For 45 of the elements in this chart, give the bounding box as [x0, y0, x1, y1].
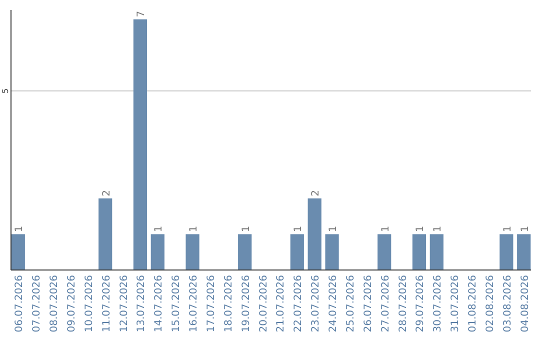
data-label: 1: [293, 226, 304, 232]
x-tick-label: 17.07.2026: [206, 275, 217, 332]
data-label: 1: [188, 226, 200, 232]
x-tick-label: 04.08.2026: [520, 275, 531, 332]
x-tick-label: 08.07.2026: [49, 275, 60, 332]
x-tick-label: 23.07.2026: [310, 275, 322, 332]
x-tick-label: 19.07.2026: [240, 275, 252, 332]
data-label: 1: [14, 226, 26, 232]
data-label: 1: [240, 226, 252, 232]
x-tick-label: 12.07.2026: [118, 275, 130, 332]
x-tick-label: 28.07.2026: [398, 275, 409, 332]
x-tick-label: 14.07.2026: [154, 275, 165, 332]
x-tick-label: 02.08.2026: [484, 275, 496, 332]
x-tick-label: 13.07.2026: [136, 275, 148, 332]
x-tick-label: 24.07.2026: [328, 275, 340, 332]
x-tick-label: 18.07.2026: [223, 275, 234, 332]
x-tick-label: 10.07.2026: [84, 275, 95, 332]
x-tick-label: 15.07.2026: [171, 275, 182, 332]
x-tick-label: 11.07.2026: [101, 275, 112, 332]
x-tick-label: 09.07.2026: [66, 275, 78, 332]
x-tick-label: 30.07.2026: [432, 275, 444, 332]
x-tick-label: 26.07.2026: [362, 275, 374, 332]
data-label: 1: [328, 226, 340, 232]
x-tick-label: 16.07.2026: [188, 275, 200, 332]
data-label: 1: [380, 226, 392, 232]
data-label: 2: [310, 190, 322, 196]
data-label: 1: [154, 226, 165, 232]
data-label: 1: [520, 226, 531, 232]
x-tick-label: 06.07.2026: [14, 275, 26, 332]
y-tick-label: 5: [1, 88, 10, 94]
x-tick-label: 29.07.2026: [415, 275, 426, 332]
x-tick-label: 27.07.2026: [380, 275, 392, 332]
x-tick-label: 07.07.2026: [32, 275, 43, 332]
x-tick-label: 21.07.2026: [276, 275, 287, 332]
x-tick-label: 03.08.2026: [502, 275, 514, 332]
data-label: 1: [502, 226, 514, 232]
x-tick-label: 31.07.2026: [450, 275, 462, 332]
x-tick-label: 25.07.2026: [345, 275, 356, 332]
data-label: 2: [101, 190, 112, 196]
x-tick-label: 22.07.2026: [293, 275, 304, 332]
data-label: 1: [432, 226, 444, 232]
data-label: 1: [415, 226, 426, 232]
x-tick-label: 20.07.2026: [258, 275, 270, 332]
x-tick-label: 01.08.2026: [468, 275, 479, 332]
data-label: 7: [136, 10, 148, 18]
